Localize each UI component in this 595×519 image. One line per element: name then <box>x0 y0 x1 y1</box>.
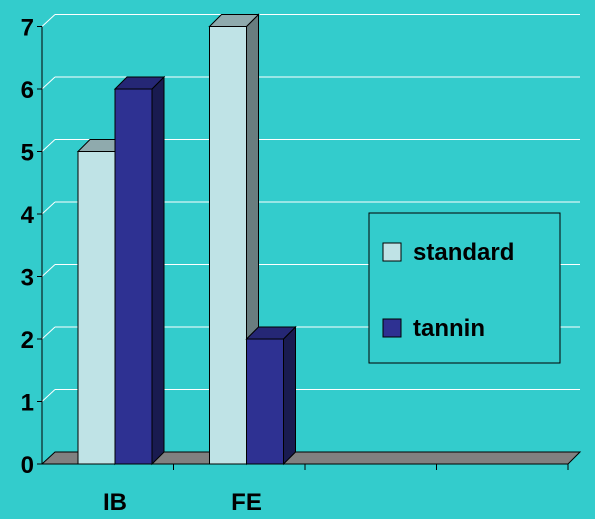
legend-swatch <box>382 242 402 262</box>
gridline-wall <box>41 201 56 215</box>
gridline-wall <box>41 326 56 340</box>
gridline-wall <box>41 14 56 27</box>
bars <box>76 13 297 466</box>
bar-front <box>77 151 116 465</box>
y-axis <box>37 26 569 470</box>
x-category-label: IB <box>103 489 127 516</box>
y-tick-label: 0 <box>21 452 34 479</box>
legend: standard tannin <box>368 212 561 364</box>
bar-front <box>114 88 153 465</box>
bar-side <box>283 325 296 466</box>
y-tick-label: 3 <box>21 265 34 292</box>
bar-front <box>246 338 284 465</box>
gridline-wall <box>41 139 56 152</box>
bar-standard-FE <box>208 13 260 466</box>
y-tick-label: 5 <box>21 140 34 167</box>
floor-plane <box>40 451 582 465</box>
y-tick-label: 2 <box>21 327 34 354</box>
bar-tannin-FE <box>245 325 297 466</box>
y-tick-label: 7 <box>21 15 34 42</box>
legend-label: standard <box>413 239 514 266</box>
chart-floor <box>40 451 582 465</box>
legend-label: tannin <box>413 315 485 342</box>
gridline-wall <box>41 389 56 402</box>
y-tick-label: 6 <box>21 77 34 104</box>
legend-box <box>368 212 561 364</box>
gridline-wall <box>41 264 56 277</box>
bar-side <box>151 75 165 466</box>
gridline-wall <box>41 76 56 90</box>
bar-front <box>209 26 247 465</box>
x-category-label: FE <box>231 489 262 516</box>
y-tick-label: 4 <box>21 202 35 229</box>
y-tick-label: 1 <box>21 390 34 417</box>
bar-tannin-IB <box>113 75 166 466</box>
tick-labels: 0 1 2 3 4 5 6 7 IB FE <box>21 15 262 517</box>
legend-swatch <box>382 318 402 338</box>
